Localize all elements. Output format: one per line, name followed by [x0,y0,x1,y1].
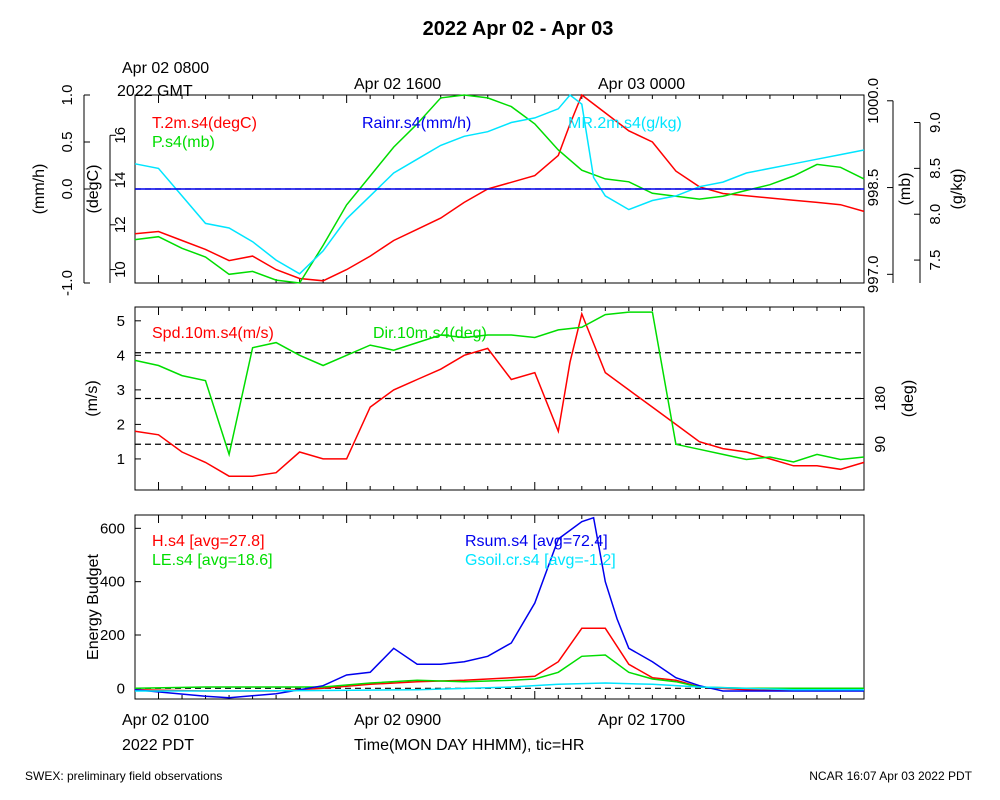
y-tick-label-en: 600 [100,520,125,537]
y-tick-label-mr: 7.5 [927,250,944,271]
y-tick-label-mr: 8.5 [927,158,944,179]
y-tick-label-en: 200 [100,627,125,644]
pdt-label-third: Apr 02 1700 [598,712,685,729]
legend-label-rainr: Rainr.s4(mm/h) [362,115,471,132]
y-axis-label-dir: (deg) [900,380,917,417]
y-tick-label-temp: 14 [112,172,129,189]
series-line-dir [134,311,865,463]
gmt-label-first-line1: Apr 02 0800 [122,60,209,77]
y-tick-label-dir: 90 [872,436,889,453]
y-tick-label-rain: 0.0 [59,179,76,200]
y-tick-label-temp: 12 [112,216,129,233]
y-axis-label-rain: (mm/h) [31,164,48,215]
series-line-gsoil [135,682,864,692]
y-tick-label-en: 0 [117,680,125,697]
pdt-label-first-line1: Apr 02 0100 [122,712,209,729]
series-line-le [134,654,864,690]
y-tick-label-en: 400 [100,574,125,591]
y-tick-label-spd: 2 [117,416,125,433]
y-tick-label-spd: 5 [117,313,125,330]
y-tick-label-spd: 1 [117,451,125,468]
gmt-label-second: Apr 02 1600 [354,76,441,93]
x-axis-label: Time(MON DAY HHMM), tic=HR [354,737,584,754]
y-tick-label-pres: 997.0 [865,256,882,294]
series-line-h [134,627,864,692]
y-tick-label-rain: -1.0 [59,270,76,296]
y-tick-label-rain: 1.0 [59,85,76,106]
legend-label-le: LE.s4 [avg=18.6] [152,552,273,569]
series-line-mr [134,93,865,275]
y-axis-label-spd: (m/s) [84,380,101,416]
footer-left: SWEX: preliminary field observations [25,769,222,783]
y-axis-label-temp: (degC) [85,165,102,214]
y-tick-label-spd: 4 [117,347,125,364]
y-axis-label-pres: (mb) [897,173,914,206]
legend-label-mr: MR.2m.s4(g/kg) [568,115,682,132]
y-tick-label-dir: 180 [872,386,889,411]
y-tick-label-pres: 1000.0 [865,78,882,124]
y-tick-label-pres: 998.5 [865,169,882,207]
y-tick-label-spd: 3 [117,382,125,399]
footer-right: NCAR 16:07 Apr 03 2022 PDT [809,769,972,783]
y-tick-label-mr: 9.0 [927,112,944,133]
y-tick-label-rain: 0.5 [59,132,76,153]
series-line-p [134,94,865,284]
series-line-rsum [134,516,864,699]
series-line-spd [134,311,865,477]
gmt-label-first-line2: 2022 GMT [117,83,193,100]
y-tick-label-temp: 16 [112,127,129,144]
chart-panels: -1.00.00.51.0(mm/h)10121416(degC)997.099… [31,78,966,700]
y-tick-label-temp: 10 [112,261,129,278]
series-line-t [134,93,865,282]
legend-label-dir: Dir.10m.s4(deg) [373,325,487,342]
plot-frame-bottom [134,514,865,700]
legend-label-rsum: Rsum.s4 [avg=72.4] [465,533,608,550]
legend-label-gsoil: Gsoil.cr.s4 [avg=-1.2] [465,552,616,569]
y-tick-label-mr: 8.0 [927,204,944,225]
pdt-label-first-line2: 2022 PDT [122,737,194,754]
pdt-label-second: Apr 02 0900 [354,712,441,729]
y-axis-label-mr: (g/kg) [949,169,966,210]
gmt-label-third: Apr 03 0000 [598,76,685,93]
legend-label-p: P.s4(mb) [152,134,215,151]
y-axis-label-en: Energy Budget [85,554,102,660]
legend-label-spd: Spd.10m.s4(m/s) [152,325,274,342]
legend-label-h: H.s4 [avg=27.8] [152,533,265,550]
legend-label-t: T.2m.s4(degC) [152,115,257,132]
chart-title: 2022 Apr 02 - Apr 03 [423,18,614,40]
